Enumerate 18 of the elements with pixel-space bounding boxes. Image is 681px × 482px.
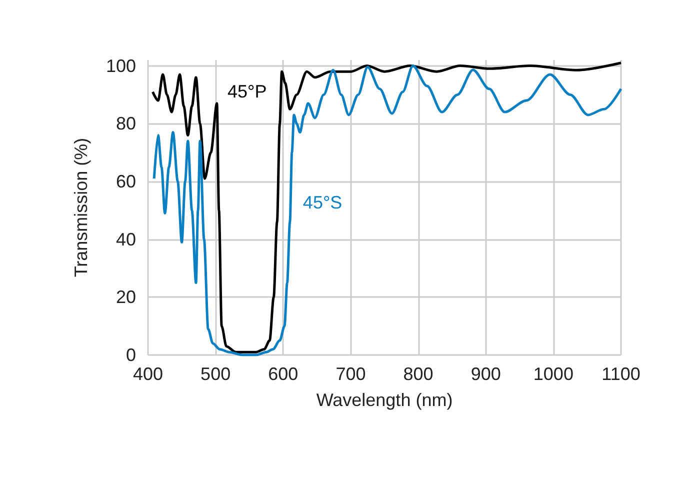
series-label: 45°S xyxy=(302,192,342,213)
y-tick-label: 40 xyxy=(116,229,136,250)
y-tick-label: 80 xyxy=(116,114,136,134)
x-tick-label: 400 xyxy=(132,364,164,384)
y-tick-label: 0 xyxy=(126,345,136,365)
y-tick-label: 100 xyxy=(106,56,136,76)
x-tick-label: 800 xyxy=(403,364,434,384)
x-tick-label: 700 xyxy=(336,364,366,384)
y-tick-label: 20 xyxy=(116,287,136,308)
x-tick-label: 600 xyxy=(268,364,298,384)
x-tick-label: 1000 xyxy=(533,364,574,384)
x-tick-label: 900 xyxy=(470,364,501,384)
series-label: 45°P xyxy=(228,82,267,102)
y-axis-title: Transmission (%) xyxy=(71,138,91,278)
x-tick-label: 1100 xyxy=(602,364,640,384)
x-axis-title: Wavelength (nm) xyxy=(316,390,453,410)
y-tick-label: 60 xyxy=(116,171,136,192)
x-tick-label: 500 xyxy=(200,364,231,384)
